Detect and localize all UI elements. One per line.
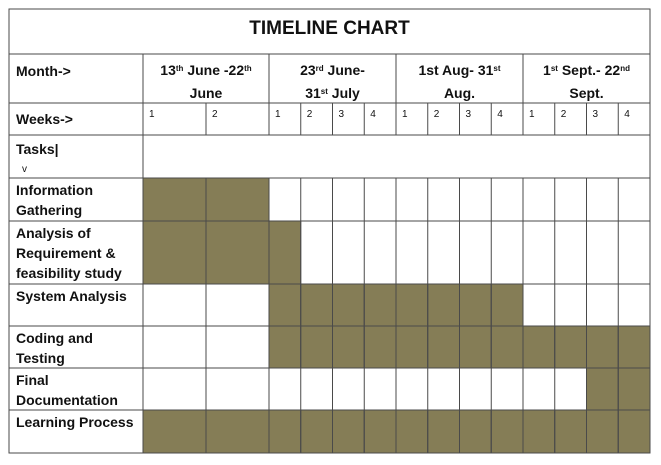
tasks-header-arrow: v — [22, 164, 27, 175]
task-cell-filled — [459, 409, 492, 454]
task-label: Learning Process — [16, 414, 134, 430]
task-cell-filled — [268, 325, 302, 369]
task-cell-filled — [395, 283, 429, 327]
task-cell-filled — [617, 409, 651, 454]
week-number: 1 — [529, 109, 535, 120]
task-label: Coding and — [16, 330, 93, 346]
week-number: 4 — [370, 109, 376, 120]
task-cell-filled — [268, 283, 302, 327]
month-label-line2: June — [190, 85, 223, 101]
week-number: 2 — [434, 109, 440, 120]
task-cell-filled — [617, 325, 651, 369]
task-label: Analysis of — [16, 225, 91, 241]
table-border — [8, 8, 651, 454]
task-cell-filled — [142, 409, 207, 454]
task-cell-filled — [617, 367, 651, 411]
task-cell-filled — [332, 409, 365, 454]
task-label: Requirement & — [16, 245, 116, 261]
task-cell-filled — [142, 220, 207, 285]
task-cell-filled — [363, 325, 397, 369]
week-number: 3 — [339, 109, 345, 120]
month-label-line1: 23rd June- — [300, 62, 365, 78]
task-label: Final — [16, 372, 49, 388]
task-cell-filled — [522, 409, 556, 454]
task-cell-filled — [554, 409, 587, 454]
task-cell-filled — [427, 409, 460, 454]
task-cell-filled — [332, 283, 365, 327]
task-cell-filled — [205, 220, 270, 285]
task-cell-filled — [395, 325, 429, 369]
task-label: Documentation — [16, 392, 118, 408]
month-label-line2: Aug. — [444, 85, 475, 101]
task-cell-filled — [363, 283, 397, 327]
chart-title: TIMELINE CHART — [249, 18, 410, 39]
week-number: 1 — [149, 109, 155, 120]
task-cell-filled — [586, 409, 619, 454]
month-label-line2: Sept. — [569, 85, 603, 101]
week-number: 2 — [561, 109, 567, 120]
task-cell-filled — [268, 220, 302, 285]
task-cell-filled — [300, 325, 333, 369]
task-cell-filled — [490, 325, 524, 369]
task-cell-filled — [427, 283, 460, 327]
task-cell-filled — [490, 409, 524, 454]
week-number: 1 — [402, 109, 408, 120]
task-cell-filled — [427, 325, 460, 369]
week-number: 3 — [593, 109, 599, 120]
task-cell-filled — [522, 325, 556, 369]
task-cell-filled — [268, 409, 302, 454]
month-label-line1: 1st Sept.- 22nd — [543, 62, 630, 78]
tasks-header-label: Tasks| — [16, 141, 59, 157]
task-cell-filled — [300, 409, 333, 454]
task-label: Information — [16, 182, 93, 198]
task-cell-filled — [586, 325, 619, 369]
task-cell-filled — [363, 409, 397, 454]
task-label: Gathering — [16, 202, 82, 218]
month-header-label: Month-> — [16, 63, 71, 79]
task-cell-filled — [205, 177, 270, 222]
month-label-line2: 31st July — [305, 85, 360, 101]
month-label-line1: 13th June -22th — [160, 62, 252, 78]
task-cell-filled — [459, 283, 492, 327]
task-cell-filled — [300, 283, 333, 327]
task-cell-filled — [586, 367, 619, 411]
task-label: feasibility study — [16, 265, 122, 281]
task-label: System Analysis — [16, 288, 127, 304]
week-number: 2 — [307, 109, 313, 120]
task-cell-filled — [554, 325, 587, 369]
week-number: 4 — [624, 109, 630, 120]
weeks-header-label: Weeks-> — [16, 111, 73, 127]
week-number: 1 — [275, 109, 281, 120]
task-cell-filled — [395, 409, 429, 454]
task-cell-filled — [332, 325, 365, 369]
task-cell-filled — [142, 177, 207, 222]
task-cell-filled — [490, 283, 524, 327]
week-number: 3 — [466, 109, 472, 120]
week-number: 4 — [497, 109, 503, 120]
task-label: Testing — [16, 350, 65, 366]
week-number: 2 — [212, 109, 218, 120]
task-cell-filled — [205, 409, 270, 454]
month-label-line1: 1st Aug- 31st — [418, 62, 500, 78]
task-cell-filled — [459, 325, 492, 369]
